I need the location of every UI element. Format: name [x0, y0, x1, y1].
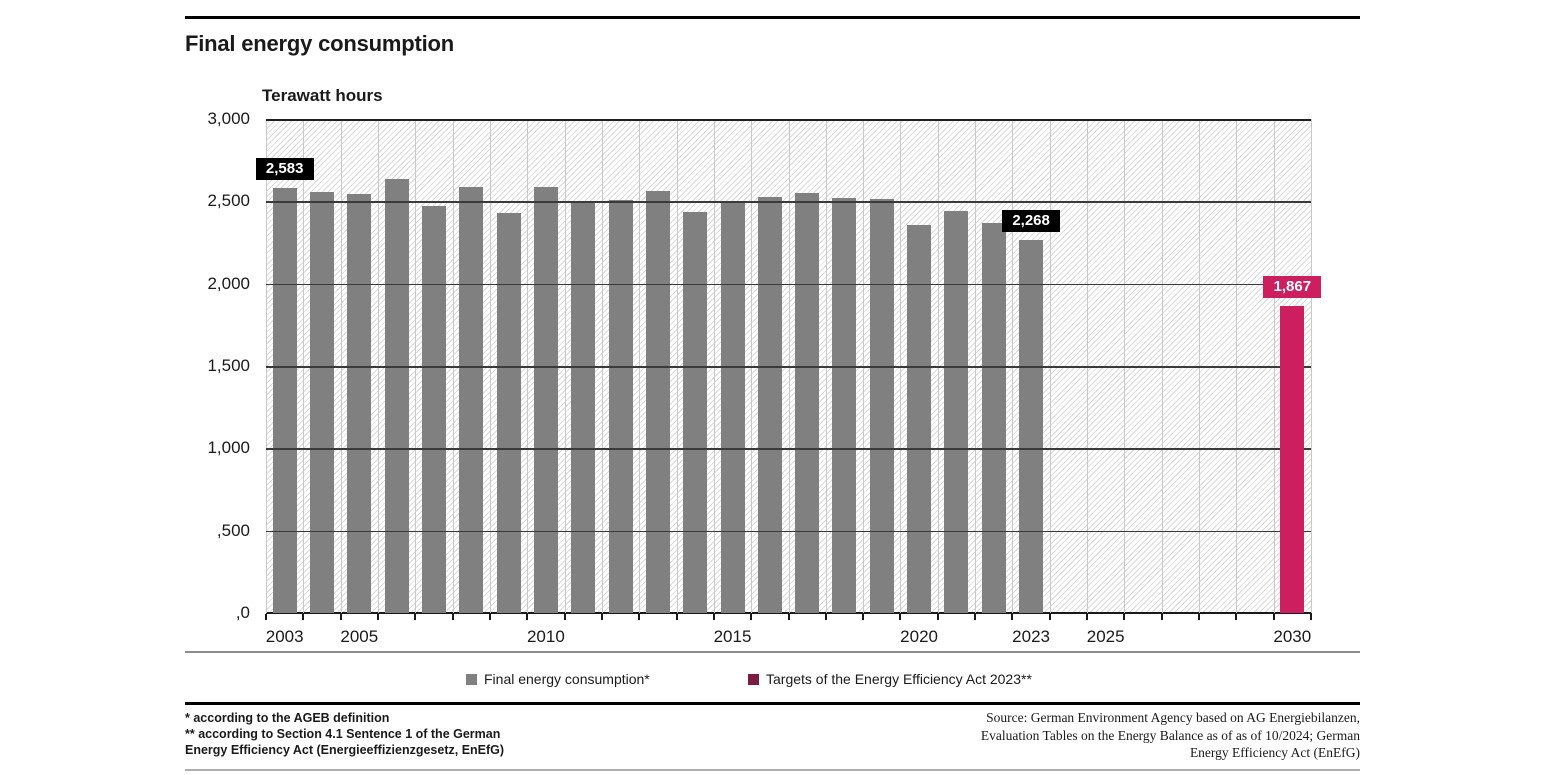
footer-rule	[185, 702, 1360, 705]
x-axis-tick	[936, 614, 939, 620]
source-attribution: Source: German Environment Agency based …	[720, 709, 1360, 762]
legend-divider-rule	[185, 651, 1360, 653]
x-axis-label-2025: 2025	[1086, 627, 1125, 646]
bar-2012	[608, 199, 633, 613]
bar-2022	[981, 222, 1006, 613]
y-axis-label: 2,500	[207, 191, 250, 211]
bar-2011	[571, 202, 596, 613]
x-axis-tick	[376, 614, 379, 620]
y-axis-unit-label: Terawatt hours	[262, 86, 383, 105]
x-axis-label-2010: 2010	[526, 627, 565, 646]
bar-2021	[944, 210, 969, 613]
bar-2007	[421, 206, 446, 613]
data-label-2030: 1,867	[1263, 275, 1322, 298]
footnotes: * according to the AGEB definition ** ac…	[185, 710, 504, 758]
year-separator-line	[1311, 119, 1312, 613]
bar-2013	[645, 190, 670, 613]
x-axis-tick	[265, 614, 267, 620]
x-axis-tick	[302, 614, 305, 620]
gridline-1500	[266, 366, 1311, 368]
source-line-2: Evaluation Tables on the Energy Balance …	[980, 727, 1360, 743]
legend-swatch-gray	[466, 673, 477, 685]
legend-label-consumption: Final energy consumption*	[484, 671, 650, 687]
footnote-line-1: * according to the AGEB definition	[185, 711, 390, 725]
bar-2009	[496, 212, 521, 613]
bar-2015	[720, 202, 745, 613]
y-axis-label: 1,000	[207, 438, 250, 458]
x-axis-tick	[1086, 614, 1089, 620]
footnote-line-2: ** according to Section 4.1 Sentence 1 o…	[185, 727, 501, 741]
bar-2004	[309, 192, 334, 613]
x-axis-tick	[862, 614, 865, 620]
bar-2017	[795, 193, 820, 613]
gridline-1000	[266, 448, 1311, 450]
x-axis-tick	[1198, 614, 1201, 620]
legend-item-consumption: Final energy consumption*	[466, 671, 650, 687]
x-axis-tick	[526, 614, 529, 620]
x-axis-label-2003: 2003	[265, 627, 304, 646]
y-axis-label: ,500	[216, 520, 250, 540]
bar-2018	[832, 198, 857, 613]
footnote-line-3: Energy Efficiency Act (Energieeffizienzg…	[185, 743, 505, 757]
source-line-1: Source: German Environment Agency based …	[986, 710, 1360, 725]
x-axis-tick	[675, 614, 678, 620]
x-axis-tick	[638, 614, 641, 620]
bottom-rule	[185, 769, 1360, 771]
x-axis-tick	[1011, 614, 1014, 620]
legend-label-targets: Targets of the Energy Efficiency Act 202…	[766, 671, 1032, 687]
x-axis-tick	[1160, 614, 1163, 620]
x-axis-label-2015: 2015	[713, 627, 752, 646]
x-axis-tick	[414, 614, 417, 620]
y-axis-label: 2,000	[207, 273, 250, 293]
x-axis-tick	[712, 614, 715, 620]
x-axis-tick	[1235, 614, 1238, 620]
bar-2008	[459, 186, 484, 613]
gridline-2000	[266, 283, 1311, 286]
target-bar-2030	[1280, 305, 1305, 613]
legend-item-targets: Targets of the Energy Efficiency Act 202…	[748, 671, 1032, 687]
x-axis-tick	[899, 614, 902, 620]
bar-2003	[272, 187, 297, 613]
x-axis-tick	[563, 614, 566, 620]
y-axis-label: 3,000	[207, 109, 250, 128]
x-axis-tick	[1123, 614, 1126, 620]
source-line-3: Energy Efficiency Act (EnEfG)	[1189, 745, 1360, 760]
data-label-2023: 2,268	[1002, 209, 1061, 232]
x-axis-tick	[750, 614, 753, 620]
gridline-500	[266, 530, 1311, 533]
x-axis-label-2023: 2023	[1012, 627, 1050, 646]
x-axis-tick	[1272, 614, 1275, 620]
x-axis-label-2020: 2020	[900, 627, 938, 646]
x-axis-tick	[1310, 614, 1312, 620]
bar-2014	[683, 212, 708, 613]
legend-swatch-pink	[748, 673, 759, 685]
y-axis-label: ,0	[235, 603, 250, 622]
x-axis-tick	[974, 614, 977, 620]
x-axis-tick	[787, 614, 790, 620]
bar-2005	[347, 193, 372, 613]
top-rule	[185, 16, 1360, 19]
x-axis-tick	[824, 614, 827, 620]
plot-top-border	[266, 119, 1311, 121]
data-label-2003: 2,583	[255, 157, 314, 180]
x-axis-tick	[600, 614, 603, 620]
bar-2006	[384, 179, 409, 613]
plot-area	[266, 119, 1312, 613]
x-axis-label-2005: 2005	[340, 627, 379, 646]
x-axis-label-2030: 2030	[1273, 627, 1312, 646]
x-axis-tick	[339, 614, 342, 620]
bar-2019	[869, 199, 894, 613]
x-axis-tick	[451, 614, 454, 620]
x-axis-tick	[1048, 614, 1051, 620]
gridline-2500	[266, 201, 1311, 203]
x-axis-line	[266, 612, 1312, 614]
chart-title: Final energy consumption	[185, 31, 455, 56]
bar-2016	[757, 197, 782, 613]
y-axis-label: 1,500	[207, 356, 250, 375]
bar-2020	[907, 225, 932, 613]
bar-2010	[533, 186, 558, 613]
bar-2023	[1019, 239, 1044, 613]
x-axis-tick	[488, 614, 491, 620]
